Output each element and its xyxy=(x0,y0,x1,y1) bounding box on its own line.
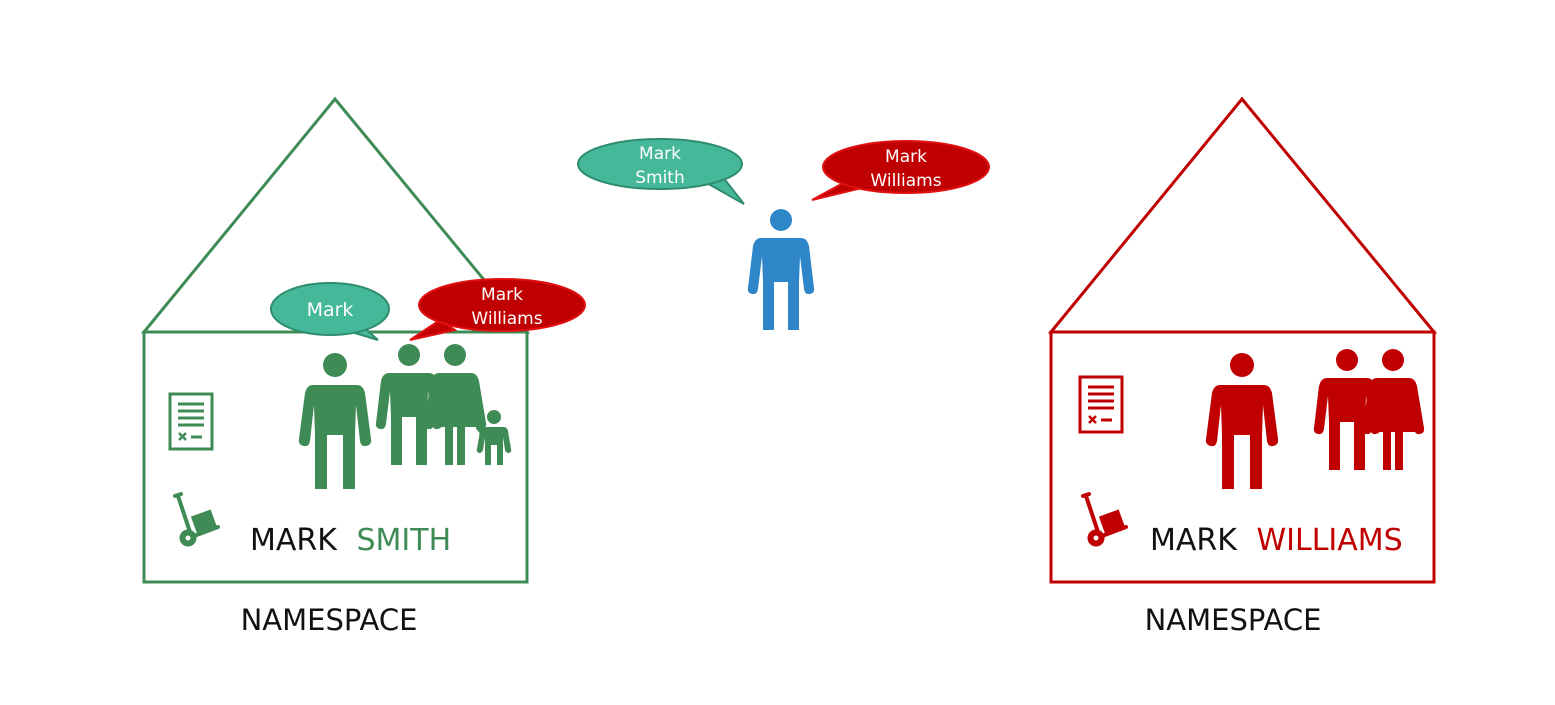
speech-bubble-text: Mark xyxy=(639,144,681,164)
house-smith: MARK SMITH NAMESPACE Mark Mark Williams xyxy=(140,96,586,637)
speech-bubble-outsider-left: Mark Smith xyxy=(577,138,745,205)
speech-bubble-text: Williams xyxy=(870,171,941,191)
speech-bubble-text: Smith xyxy=(635,168,685,188)
outsider: Mark Smith Mark Williams xyxy=(577,138,990,330)
speech-bubble-text: Mark xyxy=(481,285,523,305)
house-smith-name: MARK SMITH xyxy=(250,523,451,558)
speech-bubble-text: Mark xyxy=(885,147,927,167)
house-williams-name: MARK WILLIAMS xyxy=(1150,523,1403,558)
house-williams-caption: NAMESPACE xyxy=(1145,603,1322,637)
speech-bubble-smith-second: Mark Williams xyxy=(409,278,586,341)
house-williams: MARK WILLIAMS NAMESPACE xyxy=(1047,96,1438,637)
family-icon xyxy=(375,344,512,465)
house-smith-name-first: MARK xyxy=(250,523,338,558)
speech-bubble-smith-first: Mark xyxy=(270,282,390,341)
speech-bubble-text: Mark xyxy=(307,299,354,321)
speech-bubble-outsider-right: Mark Williams xyxy=(811,140,990,201)
speech-bubble-text: Williams xyxy=(471,309,542,329)
house-smith-caption: NAMESPACE xyxy=(241,603,418,637)
house-williams-name-first: MARK xyxy=(1150,523,1238,558)
person-icon xyxy=(747,209,815,330)
house-williams-roof xyxy=(1047,96,1438,334)
house-smith-name-last: SMITH xyxy=(356,523,451,558)
house-williams-name-last: WILLIAMS xyxy=(1256,523,1402,558)
